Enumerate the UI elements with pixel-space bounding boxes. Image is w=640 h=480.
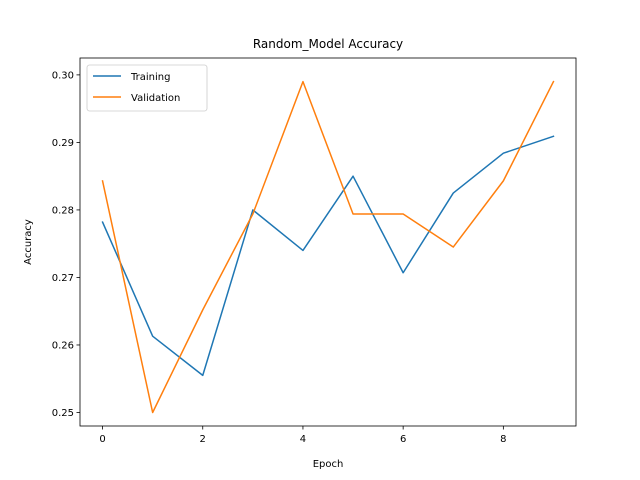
legend: Training Validation	[86, 64, 208, 112]
legend-label-training: Training	[130, 72, 170, 83]
y-tick-label: 0.30	[52, 70, 74, 81]
x-axis: 0 2 4 6 8	[99, 426, 507, 445]
plot-frame	[79, 57, 577, 427]
y-tick-label: 0.25	[52, 408, 74, 419]
chart-title: Random_Model Accuracy	[253, 37, 403, 51]
series-lines	[101, 80, 555, 414]
y-tick-label: 0.26	[52, 340, 74, 351]
y-axis: 0.25 0.26 0.27 0.28 0.29 0.30	[52, 70, 80, 419]
y-axis-label: Accuracy	[23, 219, 34, 265]
x-tick-label: 4	[300, 434, 306, 445]
x-axis-label: Epoch	[313, 459, 344, 470]
x-tick-label: 0	[99, 434, 105, 445]
legend-label-validation: Validation	[131, 93, 180, 104]
series-line-validation	[101, 80, 555, 414]
y-tick-label: 0.27	[52, 273, 74, 284]
x-tick-label: 2	[200, 434, 206, 445]
x-tick-label: 6	[400, 434, 406, 445]
y-tick-label: 0.28	[52, 205, 74, 216]
series-line-training	[101, 135, 555, 377]
x-tick-label: 8	[500, 434, 506, 445]
y-tick-label: 0.29	[52, 138, 74, 149]
